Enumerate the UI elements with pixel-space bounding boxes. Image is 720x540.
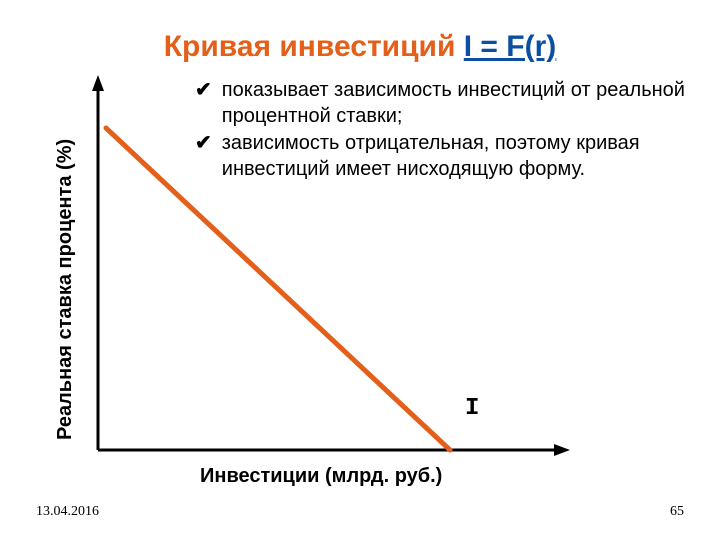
y-axis-arrow-icon bbox=[92, 75, 104, 91]
bullet-text: показывает зависимость инвестиций от реа… bbox=[222, 78, 705, 129]
check-icon: ✔ bbox=[195, 131, 212, 157]
bullet-item: ✔ показывает зависимость инвестиций от ре… bbox=[195, 78, 705, 129]
footer-page: 65 bbox=[670, 504, 684, 520]
slide: Кривая инвестиций I = F(r) Реальная став… bbox=[0, 0, 720, 540]
bullet-list: ✔ показывает зависимость инвестиций от ре… bbox=[195, 78, 705, 184]
curve-label: I bbox=[465, 395, 479, 422]
x-axis-arrow-icon bbox=[554, 444, 570, 456]
bullet-item: ✔ зависимость отрицательная, поэтому крив… bbox=[195, 131, 705, 182]
check-icon: ✔ bbox=[195, 78, 212, 104]
bullet-text: зависимость отрицательная, поэтому крива… bbox=[222, 131, 705, 182]
footer-date: 13.04.2016 bbox=[36, 504, 99, 520]
